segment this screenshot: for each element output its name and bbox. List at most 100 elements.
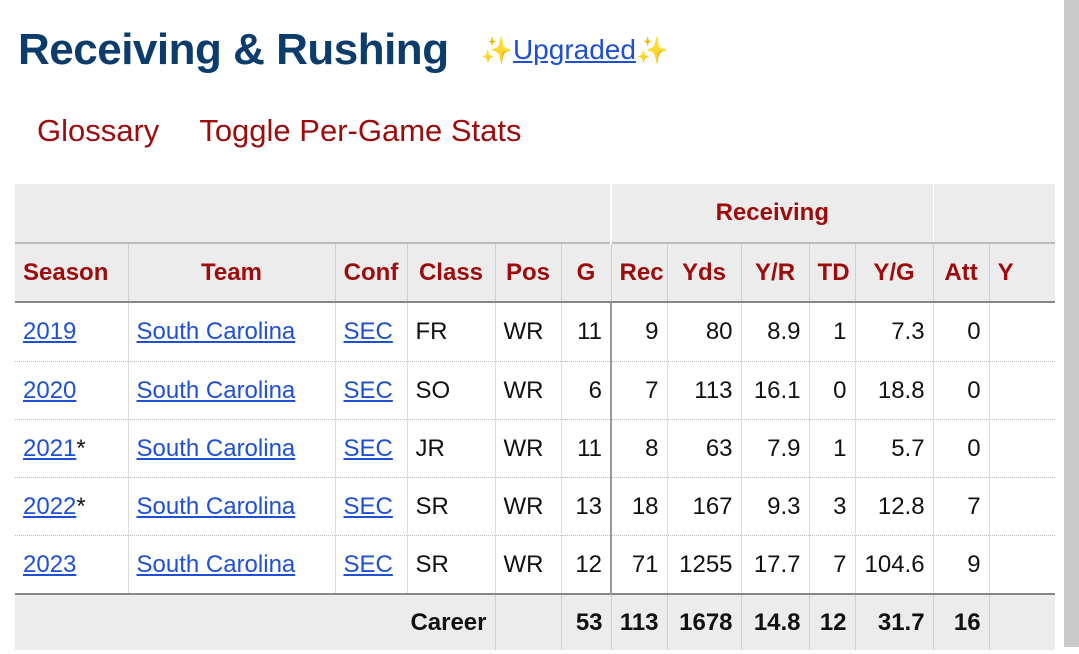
att-cell: 0 <box>933 302 990 362</box>
col-header-td[interactable]: TD <box>809 242 856 303</box>
class-cell: SO <box>407 361 496 420</box>
season-star: * <box>76 492 86 520</box>
col-header-team[interactable]: Team <box>128 242 336 303</box>
cut-cell <box>989 535 1055 595</box>
team-link[interactable]: South Carolina <box>136 318 296 345</box>
rec-cell: 7 <box>611 361 668 420</box>
page-scrollbar[interactable] <box>1064 0 1079 647</box>
glossary-link[interactable]: Glossary <box>37 113 160 148</box>
cut-cell <box>989 477 1055 536</box>
season-link[interactable]: 2019 <box>23 318 77 345</box>
rec-cell: 9 <box>611 302 668 362</box>
col-header-pos[interactable]: Pos <box>495 242 562 303</box>
col-header-conf[interactable]: Conf <box>335 242 408 303</box>
table-row: 2021* South Carolina SEC JR WR 11 8 63 7… <box>15 419 1055 478</box>
col-header-yds[interactable]: Yds <box>667 242 742 303</box>
career-td-cell: 12 <box>809 593 856 650</box>
class-cell: SR <box>407 477 496 536</box>
col-header-yr[interactable]: Y/R <box>741 242 810 303</box>
table-row: 2020 South Carolina SEC SO WR 6 7 113 16… <box>15 361 1055 420</box>
season-cell: 2023 <box>15 535 129 595</box>
col-header-rush-yds[interactable]: Y <box>989 242 1055 303</box>
cut-cell <box>989 361 1055 420</box>
rec-cell: 71 <box>611 535 668 595</box>
att-cell: 7 <box>933 477 990 536</box>
upgraded-badge: ✨ Upgraded ✨ <box>481 34 669 66</box>
stats-table: Receiving Season Team Conf Class Pos G R… <box>15 184 1055 650</box>
yg-cell: 12.8 <box>855 477 934 536</box>
att-cell: 9 <box>933 535 990 595</box>
season-cell: 2019 <box>15 302 129 362</box>
yr-cell: 16.1 <box>741 361 810 420</box>
g-cell: 11 <box>561 302 613 362</box>
team-cell: South Carolina <box>128 419 336 478</box>
career-yr-cell: 14.8 <box>741 593 810 650</box>
rec-cell: 18 <box>611 477 668 536</box>
cut-cell <box>989 419 1055 478</box>
career-label: Career <box>15 593 496 650</box>
pos-cell: WR <box>495 361 562 420</box>
page-title: Receiving & Rushing <box>18 25 449 74</box>
yr-cell: 7.9 <box>741 419 810 478</box>
upgraded-link[interactable]: Upgraded <box>512 34 636 65</box>
yr-cell: 9.3 <box>741 477 810 536</box>
team-cell: South Carolina <box>128 302 336 362</box>
col-header-yg[interactable]: Y/G <box>855 242 934 303</box>
pos-cell: WR <box>495 302 562 362</box>
over-header-blank <box>15 184 613 243</box>
season-link[interactable]: 2021 <box>23 434 77 462</box>
col-header-att[interactable]: Att <box>933 242 990 303</box>
season-link[interactable]: 2023 <box>23 550 77 578</box>
col-header-g[interactable]: G <box>561 242 612 303</box>
pos-cell: WR <box>495 477 562 536</box>
yg-cell: 18.8 <box>855 361 934 420</box>
section-header: Receiving & Rushing ✨ Upgraded ✨ <box>18 18 668 82</box>
conf-link[interactable]: SEC <box>343 376 393 404</box>
career-yg-cell: 31.7 <box>855 593 934 650</box>
team-link[interactable]: South Carolina <box>136 376 296 404</box>
conf-link[interactable]: SEC <box>343 318 393 345</box>
yds-cell: 80 <box>667 302 742 362</box>
team-link[interactable]: South Carolina <box>136 492 296 520</box>
td-cell: 0 <box>809 361 856 420</box>
season-cell: 2021* <box>15 419 129 478</box>
g-cell: 11 <box>561 419 613 478</box>
career-att-cell: 16 <box>933 593 990 650</box>
pos-cell: WR <box>495 535 562 595</box>
conf-link[interactable]: SEC <box>343 550 393 578</box>
conf-link[interactable]: SEC <box>343 434 393 462</box>
col-header-class[interactable]: Class <box>407 242 496 303</box>
season-cell: 2020 <box>15 361 129 420</box>
toggle-per-game-link[interactable]: Toggle Per-Game Stats <box>199 113 522 148</box>
team-link[interactable]: South Carolina <box>136 434 296 462</box>
g-cell: 6 <box>561 361 613 420</box>
col-header-season[interactable]: Season <box>15 242 129 303</box>
cut-cell <box>989 302 1055 362</box>
class-cell: SR <box>407 535 496 595</box>
season-cell: 2022* <box>15 477 129 536</box>
conf-cell: SEC <box>335 419 408 478</box>
career-g-cell: 53 <box>561 593 612 650</box>
att-cell: 0 <box>933 361 990 420</box>
conf-link[interactable]: SEC <box>343 492 393 520</box>
att-cell: 0 <box>933 419 990 478</box>
table-links: Glossary Toggle Per-Game Stats <box>37 113 522 149</box>
yr-cell: 17.7 <box>741 535 810 595</box>
career-rec-cell: 113 <box>611 593 668 650</box>
season-link[interactable]: 2022 <box>23 492 77 520</box>
td-cell: 1 <box>809 302 856 362</box>
season-link[interactable]: 2020 <box>23 376 77 404</box>
conf-cell: SEC <box>335 535 408 595</box>
yds-cell: 63 <box>667 419 742 478</box>
team-link[interactable]: South Carolina <box>136 550 296 578</box>
conf-cell: SEC <box>335 302 408 362</box>
career-row: Career 53 113 1678 14.8 12 31.7 16 <box>15 593 1055 650</box>
td-cell: 3 <box>809 477 856 536</box>
col-header-rec[interactable]: Rec <box>611 242 668 303</box>
career-cut-cell <box>989 593 1055 650</box>
pos-cell: WR <box>495 419 562 478</box>
over-header-row: Receiving <box>15 184 1055 243</box>
yds-cell: 113 <box>667 361 742 420</box>
team-cell: South Carolina <box>128 477 336 536</box>
over-header-receiving: Receiving <box>611 184 934 243</box>
